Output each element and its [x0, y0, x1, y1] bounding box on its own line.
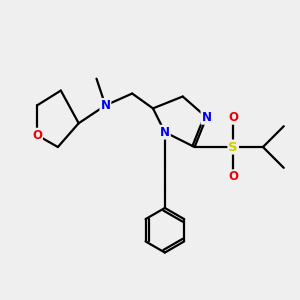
- Text: O: O: [228, 111, 238, 124]
- Text: S: S: [228, 140, 238, 154]
- Text: N: N: [160, 126, 170, 139]
- Text: O: O: [32, 129, 42, 142]
- Text: N: N: [100, 99, 110, 112]
- Text: N: N: [202, 111, 212, 124]
- Text: O: O: [228, 170, 238, 183]
